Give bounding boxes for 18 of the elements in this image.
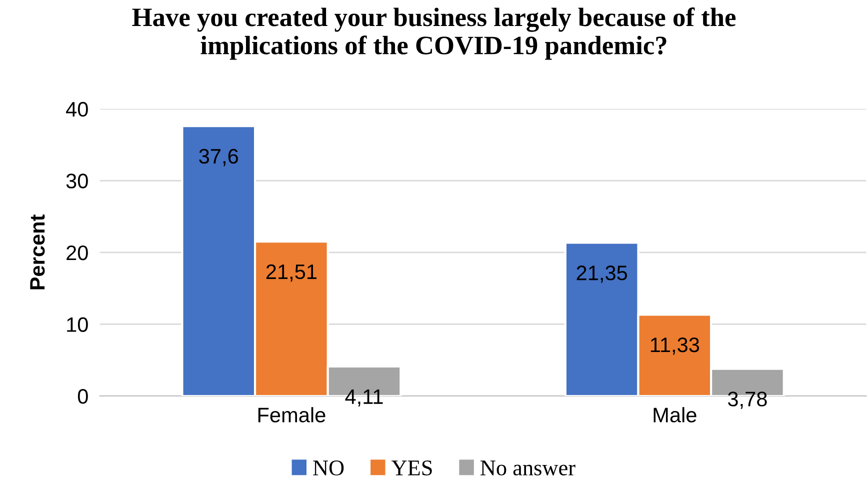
data-label: 37,6 — [199, 148, 238, 166]
y-tick-label: 20 — [66, 245, 88, 260]
legend-label: No answer — [480, 460, 576, 476]
y-axis-title: Percent — [30, 214, 45, 290]
data-label: 11,33 — [650, 337, 700, 355]
legend-label: YES — [391, 460, 432, 476]
y-tick-label: 40 — [66, 102, 88, 117]
x-tick-label: Female — [258, 407, 326, 422]
x-tick-label: Male — [654, 407, 696, 422]
y-tick-label: 10 — [67, 317, 88, 332]
y-tick-label: 0 — [78, 389, 88, 404]
data-label: 21,51 — [266, 264, 316, 282]
data-label: 4,11 — [345, 390, 383, 407]
legend-label: NO — [313, 460, 344, 476]
data-label: 3,78 — [728, 392, 767, 409]
chart-title: Have you created your business largely because of the implications of the COVID-19 pandemic? — [132, 7, 736, 60]
data-label: 21,35 — [576, 266, 628, 283]
y-tick-label: 30 — [66, 174, 88, 188]
